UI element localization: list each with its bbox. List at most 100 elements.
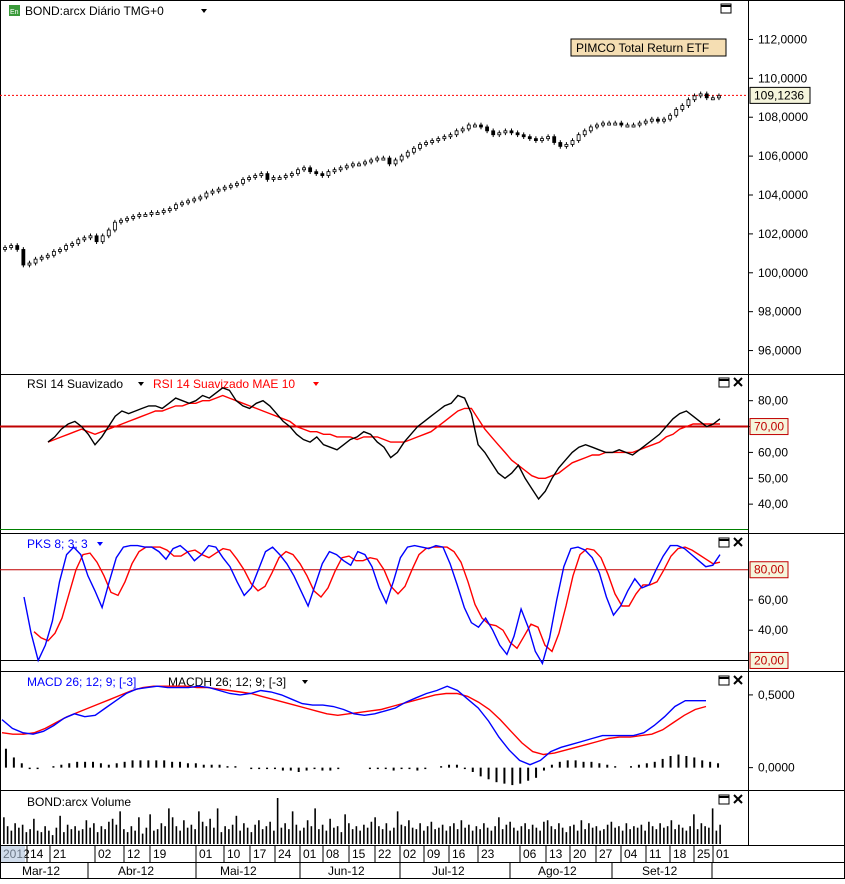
price-candle xyxy=(363,161,367,165)
rsi-y-tick-label: 60,00 xyxy=(758,445,788,459)
macd-y-axis: 0,5000 0,0000 xyxy=(748,688,795,775)
price-candle xyxy=(149,212,154,215)
x-day-tick-label: 14 xyxy=(30,847,44,861)
macd-maximize-icon[interactable] xyxy=(718,675,730,686)
price-candle xyxy=(332,169,337,173)
volume-label[interactable]: BOND:arcx Volume xyxy=(27,795,131,809)
macdh-label[interactable]: MACDH 26; 12; 9; [-3] xyxy=(168,675,286,689)
x-day-tick-label: 01 xyxy=(199,847,213,861)
macd-label[interactable]: MACD 26; 12; 9; [-3] xyxy=(27,675,136,689)
x-month-label: Ago-12 xyxy=(538,864,577,878)
price-candle xyxy=(527,136,532,140)
price-candle xyxy=(228,184,233,188)
volume-maximize-icon[interactable] xyxy=(718,794,730,805)
price-candle xyxy=(296,169,300,175)
price-candle xyxy=(674,109,679,116)
price-y-tick-label: 100,0000 xyxy=(758,266,808,280)
rsi-maximize-icon[interactable] xyxy=(718,377,730,388)
price-candle xyxy=(405,151,410,157)
price-candle xyxy=(64,245,68,250)
price-candle xyxy=(570,140,575,145)
pks-lower-badge xyxy=(749,651,789,669)
x-day-tick-label: 21 xyxy=(53,847,67,861)
rsi-y-tick-label: 40,00 xyxy=(758,497,788,511)
price-candle xyxy=(558,142,563,147)
x-day-tick-label: 22 xyxy=(378,847,392,861)
price-maximize-icon[interactable] xyxy=(720,3,732,14)
title-dropdown-chevron-down-icon[interactable] xyxy=(201,9,207,13)
price-candle xyxy=(381,157,386,161)
x-day-tick-label: 16 xyxy=(452,847,466,861)
price-candle xyxy=(338,167,343,171)
x-month-label: Jul-12 xyxy=(432,864,465,878)
price-candle xyxy=(704,93,709,99)
price-candle xyxy=(143,214,148,217)
price-candle xyxy=(235,182,239,186)
pks-y-tick-label: 40,00 xyxy=(758,623,788,637)
instrument-title[interactable]: BOND:arcx Diário TMG+0 xyxy=(25,4,164,18)
pks-line xyxy=(23,544,721,666)
price-candle xyxy=(479,124,483,128)
macd-y-tick-label: 0,5000 xyxy=(758,688,795,702)
price-candle xyxy=(27,262,32,266)
macd-y-tick-label: 0,0000 xyxy=(758,761,795,775)
price-candle xyxy=(51,250,56,256)
rsi-label[interactable]: RSI 14 Suavizado xyxy=(27,377,123,391)
rsi-ma-label[interactable]: RSI 14 Suavizado MAE 10 xyxy=(153,377,295,391)
price-candle xyxy=(564,144,569,147)
price-candle xyxy=(137,214,142,217)
price-candle xyxy=(125,217,129,221)
price-y-tick-label: 102,0000 xyxy=(758,227,808,241)
pks-chevron-down-icon[interactable] xyxy=(97,542,103,546)
rsi-ma-chevron-down-icon[interactable] xyxy=(313,382,319,386)
rsi-chevron-down-icon[interactable] xyxy=(138,382,144,386)
x-month-label: Set-12 xyxy=(642,864,678,878)
rsi-level-label: 70,00 xyxy=(754,420,784,434)
price-candle xyxy=(692,95,697,101)
pks-maximize-icon[interactable] xyxy=(718,537,730,548)
price-candle xyxy=(253,175,258,178)
price-candle xyxy=(82,237,87,241)
price-candle xyxy=(607,122,612,126)
x-day-tick-label: 23 xyxy=(481,847,495,861)
price-candle xyxy=(649,118,654,122)
price-candle xyxy=(424,142,428,145)
price-candle xyxy=(192,198,197,202)
price-candle xyxy=(70,243,75,247)
x-day-tick-label: 15 xyxy=(352,847,366,861)
x-day-tick-label: 17 xyxy=(253,847,267,861)
pks-panel: PKS 8; 3; 3 60,00 40,00 80,00 20,00 xyxy=(0,537,789,669)
pks-upper-label: 80,00 xyxy=(754,563,784,577)
price-candle xyxy=(216,188,221,192)
pks-plot xyxy=(0,544,748,666)
price-candle xyxy=(460,128,465,132)
price-candle xyxy=(210,190,215,194)
price-candle xyxy=(106,229,111,237)
price-candle xyxy=(15,245,20,250)
price-candle xyxy=(320,173,325,177)
price-candle xyxy=(33,258,38,264)
pks-y-axis: 60,00 40,00 80,00 20,00 xyxy=(748,561,789,669)
pks-label[interactable]: PKS 8; 3; 3 xyxy=(27,537,88,551)
pks-close-icon[interactable] xyxy=(733,537,743,547)
instrument-logo-letters: En xyxy=(10,9,19,16)
x-day-tick-label: 02 xyxy=(403,847,417,861)
pks-y-tick-label: 60,00 xyxy=(758,593,788,607)
price-candles xyxy=(3,91,721,268)
price-candle xyxy=(393,159,398,165)
price-candle xyxy=(491,130,496,136)
price-y-tick-label: 108,0000 xyxy=(758,110,808,124)
price-candle xyxy=(509,130,514,134)
price-candle xyxy=(375,157,380,161)
x-day-tick-label: 06 xyxy=(523,847,537,861)
price-candle xyxy=(466,124,471,130)
price-candle xyxy=(265,173,270,180)
price-candle xyxy=(533,138,538,142)
rsi-close-icon[interactable] xyxy=(733,377,743,387)
macd-close-icon[interactable] xyxy=(733,675,743,685)
macd-chevron-down-icon[interactable] xyxy=(302,680,308,684)
volume-close-icon[interactable] xyxy=(733,794,743,804)
price-candle xyxy=(186,200,191,204)
price-candle xyxy=(369,159,374,163)
